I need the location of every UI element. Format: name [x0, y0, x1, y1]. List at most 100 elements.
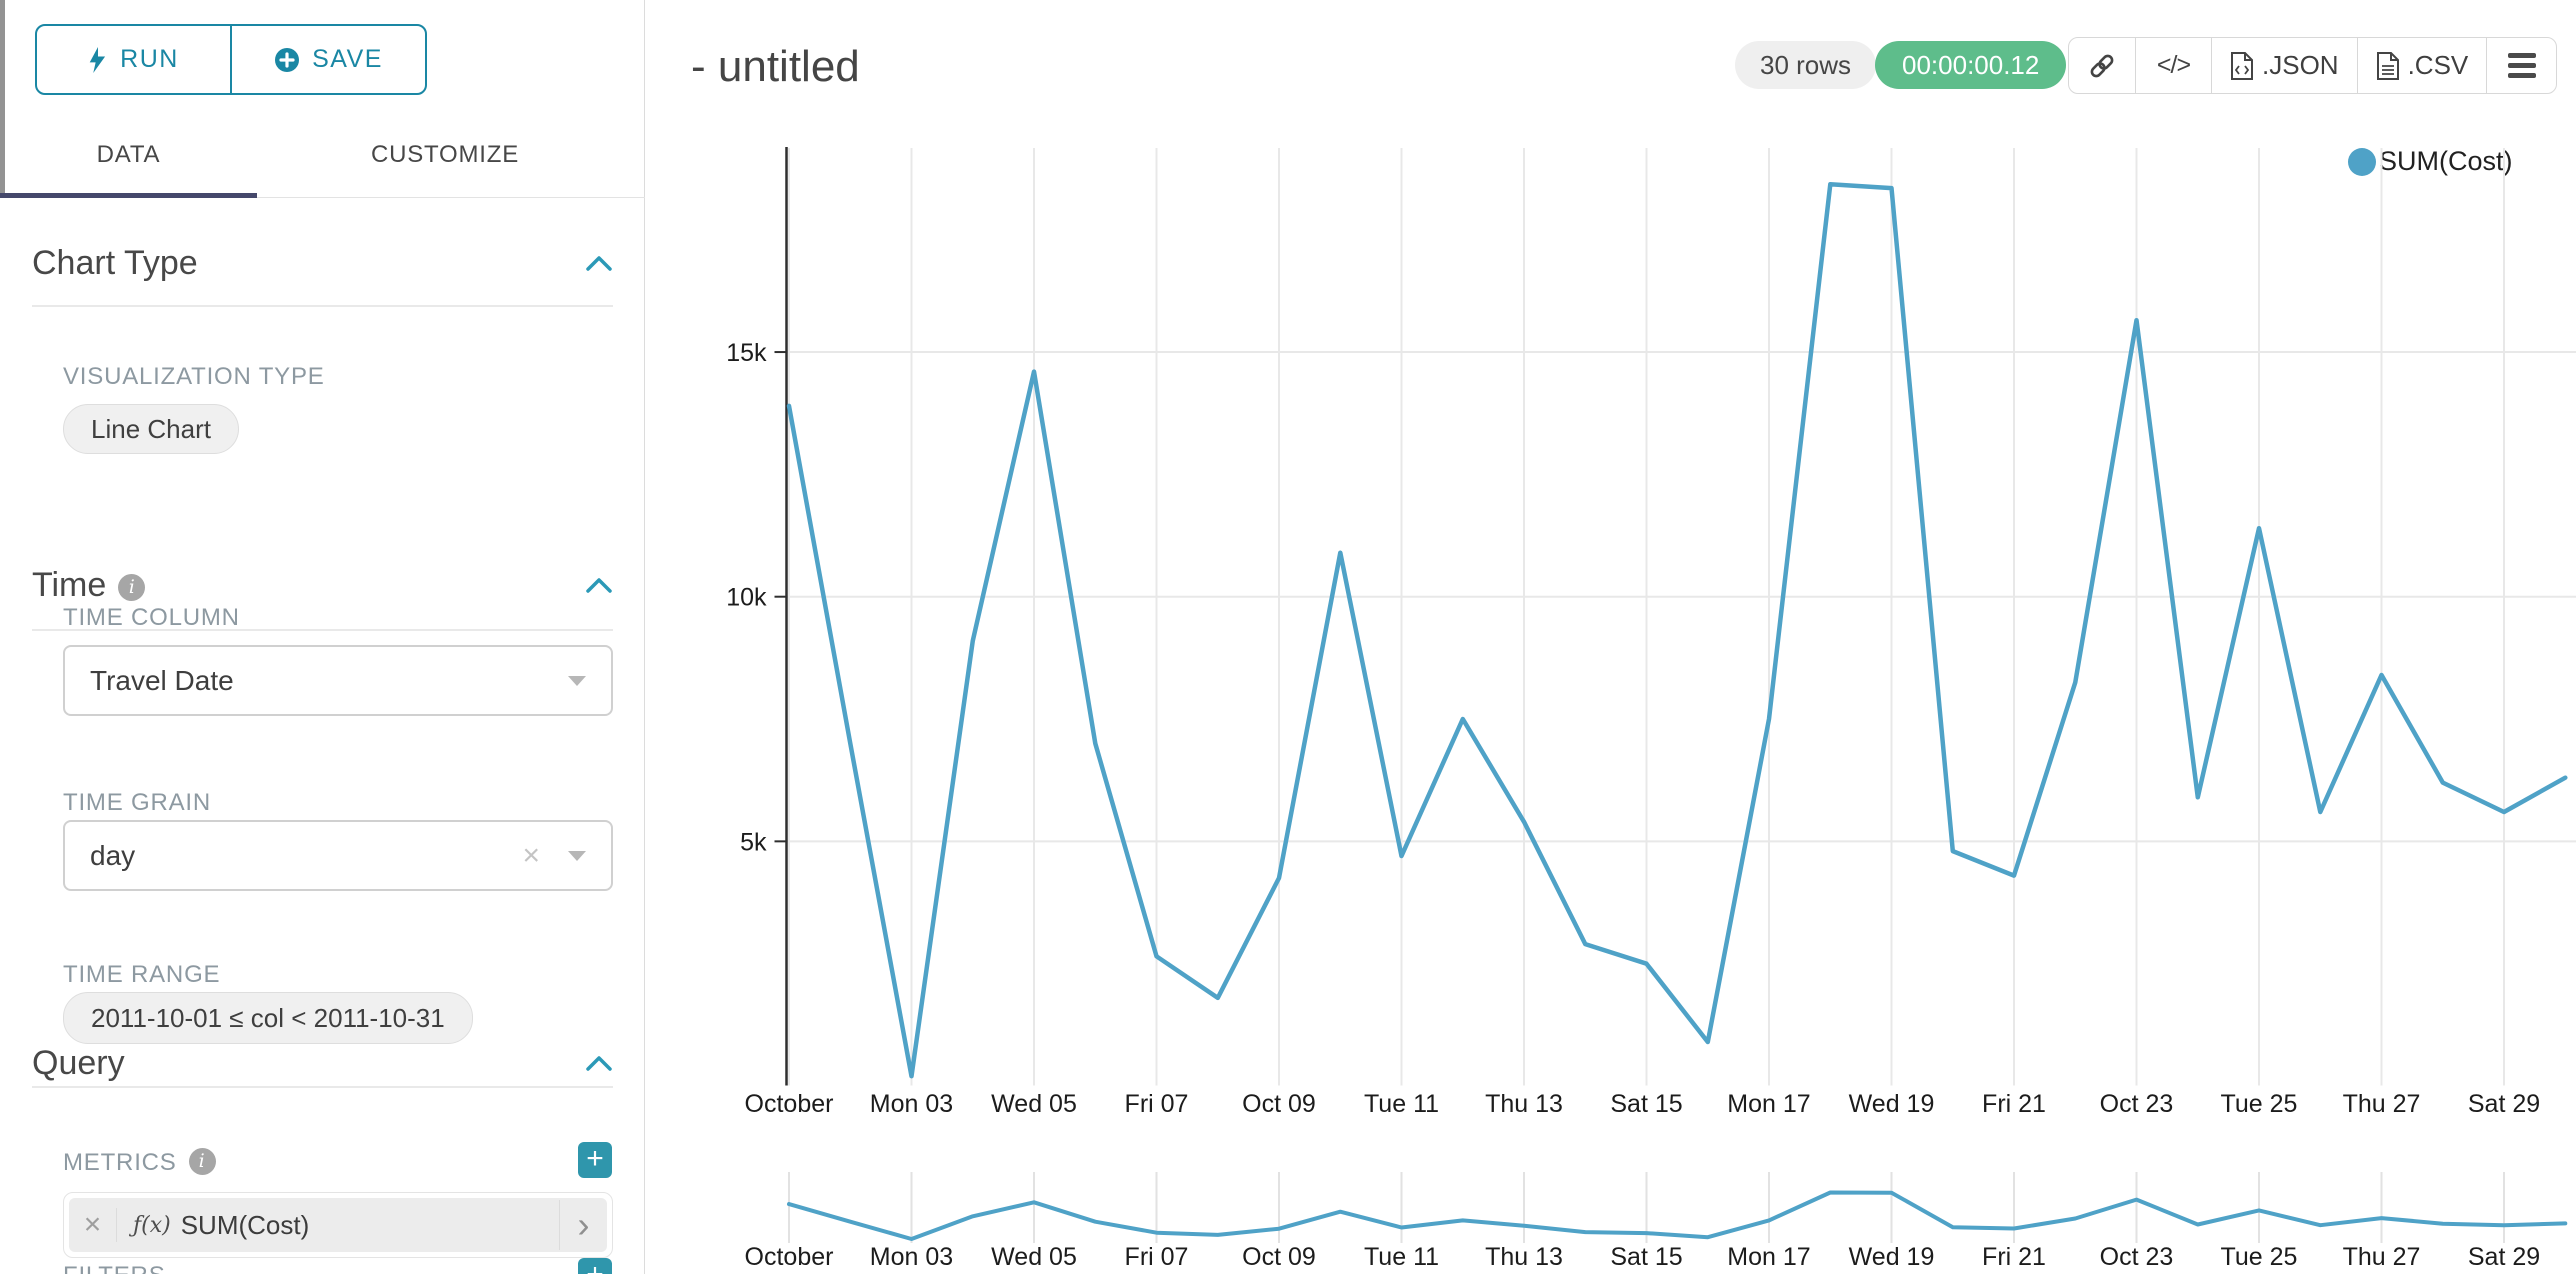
section-divider — [32, 1086, 613, 1088]
file-code-icon — [2231, 51, 2253, 80]
svg-text:Sat 15: Sat 15 — [1610, 1090, 1682, 1118]
section-time-heading: Time i — [32, 566, 146, 605]
panel-resize-handle[interactable] — [0, 0, 5, 198]
svg-text:Sat 29: Sat 29 — [2468, 1090, 2540, 1118]
svg-text:Wed 05: Wed 05 — [991, 1090, 1077, 1118]
run-button[interactable]: RUN — [37, 26, 232, 93]
function-icon: ƒ(x) — [133, 1212, 171, 1238]
export-csv-label: .CSV — [2407, 50, 2469, 80]
svg-text:Fri 07: Fri 07 — [1125, 1243, 1189, 1271]
svg-text:Thu 13: Thu 13 — [1485, 1243, 1563, 1271]
active-tab-indicator — [0, 193, 257, 198]
time-grain-select[interactable]: day × — [63, 820, 613, 891]
filters-label: FILTERS — [63, 1262, 166, 1274]
metric-name: SUM(Cost) — [180, 1209, 310, 1240]
rows-count-badge: 30 rows — [1735, 41, 1877, 89]
time-range-pill[interactable]: 2011-10-01 ≤ col < 2011-10-31 — [63, 992, 473, 1044]
collapse-chevron-icon[interactable] — [585, 1054, 613, 1072]
viz-type-pill[interactable]: Line Chart — [63, 404, 239, 454]
info-icon[interactable]: i — [118, 574, 146, 601]
time-column-label: TIME COLUMN — [63, 604, 240, 631]
export-toolbar: </> .JSON .CSV — [2068, 37, 2558, 94]
export-csv-button[interactable]: .CSV — [2358, 38, 2488, 93]
chevron-down-icon — [568, 850, 586, 861]
legend-series-dot — [2348, 147, 2376, 176]
time-heading-text: Time — [32, 566, 107, 604]
run-button-label: RUN — [120, 45, 179, 73]
legend-series-label: SUM(Cost) — [2379, 146, 2513, 176]
tab-customize[interactable]: CUSTOMIZE — [370, 141, 520, 168]
svg-text:Tue 11: Tue 11 — [1364, 1090, 1439, 1118]
run-save-button-group: RUN SAVE — [35, 24, 427, 95]
section-query-heading: Query — [32, 1044, 125, 1082]
collapse-chevron-icon[interactable] — [585, 254, 613, 272]
svg-text:Mon 17: Mon 17 — [1727, 1243, 1810, 1271]
svg-text:Oct 09: Oct 09 — [1242, 1243, 1316, 1271]
control-panel: RUN SAVE DATA CUSTOMIZE Chart Type VISUA… — [0, 0, 645, 1274]
svg-text:Thu 27: Thu 27 — [2343, 1243, 2421, 1271]
chevron-right-icon[interactable]: › — [559, 1200, 607, 1250]
metric-container: × ƒ(x) SUM(Cost) › — [63, 1192, 613, 1258]
view-query-button[interactable]: </> — [2136, 38, 2212, 93]
hamburger-icon — [2507, 53, 2536, 78]
svg-text:15k: 15k — [726, 339, 767, 367]
remove-metric-icon[interactable]: × — [69, 1208, 117, 1242]
lightning-icon — [89, 46, 106, 73]
time-column-value: Travel Date — [90, 664, 234, 696]
metric-pill[interactable]: × ƒ(x) SUM(Cost) › — [69, 1198, 607, 1252]
info-icon[interactable]: i — [188, 1148, 216, 1175]
svg-text:Tue 11: Tue 11 — [1364, 1243, 1439, 1271]
tab-data[interactable]: DATA — [96, 141, 161, 168]
svg-text:Mon 03: Mon 03 — [870, 1090, 953, 1118]
svg-text:Wed 19: Wed 19 — [1849, 1243, 1935, 1271]
time-column-select[interactable]: Travel Date — [63, 645, 613, 716]
svg-text:Wed 19: Wed 19 — [1849, 1090, 1935, 1118]
svg-text:Fri 07: Fri 07 — [1125, 1090, 1189, 1118]
svg-text:Oct 23: Oct 23 — [2100, 1243, 2174, 1271]
file-text-icon — [2376, 51, 2399, 80]
save-button-label: SAVE — [312, 45, 383, 73]
code-icon: </> — [2156, 51, 2191, 79]
time-range-label: TIME RANGE — [63, 961, 221, 988]
metrics-label: METRICS i — [63, 1148, 216, 1177]
tab-divider — [0, 197, 645, 198]
svg-text:Tue 25: Tue 25 — [2221, 1090, 2298, 1118]
svg-text:Fri 21: Fri 21 — [1982, 1090, 2046, 1118]
time-grain-value: day — [90, 839, 136, 871]
svg-text:Tue 25: Tue 25 — [2221, 1243, 2298, 1271]
save-button[interactable]: SAVE — [232, 26, 425, 93]
legend[interactable]: SUM(Cost) — [2348, 146, 2513, 177]
svg-text:Thu 27: Thu 27 — [2343, 1090, 2421, 1118]
export-json-label: .JSON — [2262, 50, 2339, 80]
section-chart-type-heading: Chart Type — [32, 244, 198, 282]
query-timer-badge: 00:00:00.12 — [1875, 41, 2067, 89]
plus-circle-icon — [275, 47, 300, 72]
link-icon — [2090, 54, 2114, 77]
svg-text:5k: 5k — [740, 828, 767, 856]
svg-text:October: October — [745, 1243, 834, 1271]
time-grain-label: TIME GRAIN — [63, 789, 212, 816]
add-metric-button[interactable]: + — [578, 1142, 612, 1178]
svg-text:Thu 13: Thu 13 — [1485, 1090, 1563, 1118]
collapse-chevron-icon[interactable] — [585, 576, 613, 594]
share-link-button[interactable] — [2069, 38, 2136, 93]
metrics-label-text: METRICS — [63, 1149, 177, 1176]
chart-title[interactable]: - untitled — [691, 42, 860, 91]
svg-text:Wed 05: Wed 05 — [991, 1243, 1077, 1271]
svg-text:October: October — [745, 1090, 834, 1118]
clear-icon[interactable]: × — [522, 838, 540, 872]
svg-text:Sat 15: Sat 15 — [1610, 1243, 1682, 1271]
section-divider — [32, 305, 613, 307]
svg-text:Sat 29: Sat 29 — [2468, 1243, 2540, 1271]
menu-button[interactable] — [2487, 38, 2556, 93]
viz-type-label: VISUALIZATION TYPE — [63, 363, 325, 390]
chevron-down-icon — [568, 675, 586, 686]
svg-text:Oct 09: Oct 09 — [1242, 1090, 1316, 1118]
add-filter-button[interactable]: + — [578, 1258, 612, 1274]
svg-text:Oct 23: Oct 23 — [2100, 1090, 2174, 1118]
svg-text:Fri 21: Fri 21 — [1982, 1243, 2046, 1271]
svg-text:Mon 03: Mon 03 — [870, 1243, 953, 1271]
export-json-button[interactable]: .JSON — [2212, 38, 2358, 93]
